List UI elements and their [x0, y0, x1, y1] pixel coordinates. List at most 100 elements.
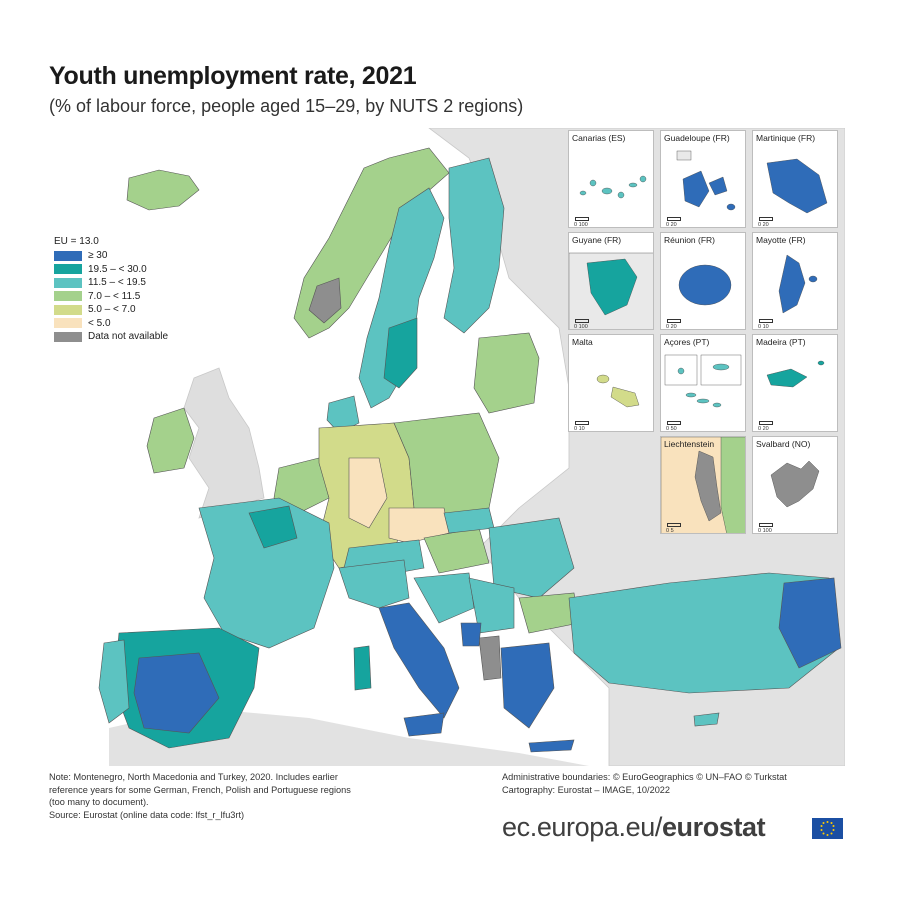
scale-label: 0 10	[758, 324, 769, 330]
scale-label: 0 5	[666, 528, 674, 534]
legend-swatch	[54, 318, 82, 329]
scale-bar	[575, 319, 589, 323]
inset-label: Liechtenstein	[664, 439, 715, 449]
legend-item: 7.0 – < 11.5	[54, 290, 168, 304]
inset-label: Mayotte (FR)	[756, 235, 806, 245]
scale-bar	[759, 319, 773, 323]
legend-swatch	[54, 264, 82, 275]
region-montenegro	[460, 622, 482, 647]
inset-madeira: Madeira (PT) 0 20	[752, 334, 838, 432]
region-croatia	[413, 572, 475, 624]
region-turkey	[568, 572, 840, 694]
region-norway-na	[308, 277, 342, 324]
credits-line: Cartography: Eurostat – IMAGE, 10/2022	[502, 784, 671, 795]
inset-label: Malta	[572, 337, 593, 347]
legend-label: ≥ 30	[88, 250, 108, 262]
legend-label: < 5.0	[88, 317, 111, 329]
region-italy-north	[338, 559, 410, 609]
scale-bar	[667, 421, 681, 425]
scale-bar	[575, 217, 589, 221]
inset-label: Canarias (ES)	[572, 133, 626, 143]
region-turkey-east	[778, 577, 842, 669]
scale-label: 0 100	[758, 528, 772, 534]
region-ireland	[146, 407, 195, 474]
inset-label: Réunion (FR)	[664, 235, 716, 245]
map-subtitle: (% of labour force, people aged 15–29, b…	[49, 96, 524, 116]
scale-label: 0 20	[666, 324, 677, 330]
region-greece	[500, 642, 555, 729]
inset-label: Açores (PT)	[664, 337, 710, 347]
scale-label: 0 50	[666, 426, 677, 432]
source-line: Source: Eurostat (online data code: lfst…	[49, 809, 245, 820]
legend-swatch	[54, 331, 82, 342]
legend-swatch	[54, 291, 82, 302]
legend-label: Data not available	[88, 331, 169, 343]
legend-label: 11.5 – < 19.5	[88, 277, 146, 289]
region-baltics	[473, 332, 540, 414]
region-sardinia	[353, 645, 372, 691]
map-legend: EU = 13.0 ≥ 30 19.5 – < 30.0 11.5 – < 19…	[54, 236, 168, 344]
inset-canarias: Canarias (ES) 0 100	[568, 130, 654, 228]
inset-label: Madeira (PT)	[756, 337, 806, 347]
scale-bar	[759, 523, 773, 527]
scale-bar	[667, 217, 681, 221]
legend-label: 19.5 – < 30.0	[88, 263, 147, 275]
region-balkans-na	[478, 635, 502, 681]
credits: Administrative boundaries: © EuroGeograp…	[502, 771, 787, 796]
footnote: Note: Montenegro, North Macedonia and Tu…	[49, 771, 449, 821]
inset-label: Svalbard (NO)	[756, 439, 811, 449]
inset-reunion: Réunion (FR) 0 20	[660, 232, 746, 330]
region-sweden-south	[383, 317, 418, 389]
region-germany-low	[348, 457, 388, 529]
inset-martinique: Martinique (FR) 0 20	[752, 130, 838, 228]
legend-swatch	[54, 250, 82, 261]
scale-label: 0 100	[574, 324, 588, 330]
note-line: reference years for some German, French,…	[49, 784, 351, 795]
legend-item: 11.5 – < 19.5	[54, 276, 168, 290]
brand-name: eurostat	[661, 812, 766, 842]
scale-label: 0 100	[574, 222, 588, 228]
note-line: Note: Montenegro, North Macedonia and Tu…	[49, 772, 338, 782]
region-finland	[443, 157, 505, 334]
scale-label: 0 10	[574, 426, 585, 432]
scale-label: 0 20	[758, 426, 769, 432]
scale-bar	[759, 421, 773, 425]
inset-malta: Malta 0 10	[568, 334, 654, 432]
region-sicily	[403, 712, 445, 737]
inset-label: Guadeloupe (FR)	[664, 133, 730, 143]
inset-mayotte: Mayotte (FR) 0 10	[752, 232, 838, 330]
inset-label: Martinique (FR)	[756, 133, 816, 143]
region-france-north	[248, 505, 298, 549]
legend-item: ≥ 30	[54, 249, 168, 263]
scale-bar	[759, 217, 773, 221]
legend-label: 7.0 – < 11.5	[88, 290, 141, 302]
inset-liechtenstein: Liechtenstein 0 5	[660, 436, 746, 534]
scale-bar	[575, 421, 589, 425]
region-spain-south	[133, 652, 220, 734]
region-serbia	[468, 577, 515, 634]
legend-title: EU = 13.0	[54, 236, 99, 247]
scale-bar	[667, 523, 681, 527]
region-romania	[488, 517, 575, 599]
inset-acores: Açores (PT) 0 50	[660, 334, 746, 432]
region-cyprus	[693, 712, 720, 727]
eurostat-brand[interactable]: ec.europa.eu/eurostat	[502, 812, 766, 843]
scale-label: 0 20	[758, 222, 769, 228]
region-benelux	[273, 457, 330, 514]
legend-item: Data not available	[54, 330, 168, 344]
inset-guadeloupe: Guadeloupe (FR) 0 20	[660, 130, 746, 228]
brand-prefix: ec.europa.eu/	[502, 812, 662, 842]
region-italy-south	[378, 602, 460, 719]
legend-item: 19.5 – < 30.0	[54, 263, 168, 277]
map-title: Youth unemployment rate, 2021	[49, 62, 417, 90]
region-iceland	[126, 169, 200, 211]
legend-swatch	[54, 277, 82, 288]
note-line: (too many to document).	[49, 797, 149, 807]
scale-bar	[667, 319, 681, 323]
legend-swatch	[54, 304, 82, 315]
region-portugal	[98, 639, 130, 724]
inset-label: Guyane (FR)	[572, 235, 622, 245]
credits-line: Administrative boundaries: © EuroGeograp…	[502, 772, 787, 782]
inset-guyane: Guyane (FR) 0 100	[568, 232, 654, 330]
legend-item: < 5.0	[54, 317, 168, 331]
